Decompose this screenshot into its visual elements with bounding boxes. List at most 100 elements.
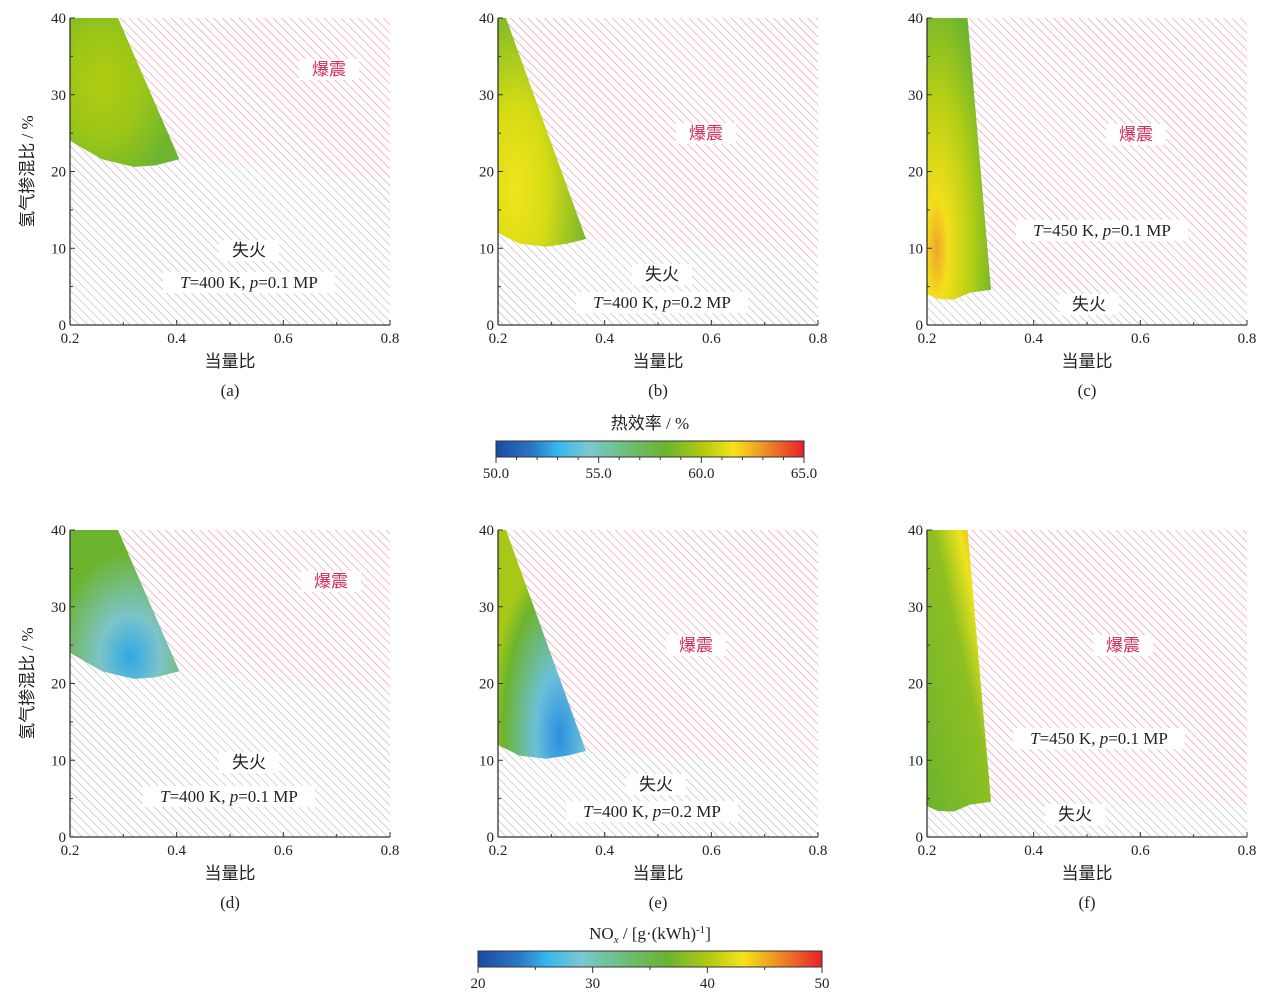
y-tick-label: 40 [479, 523, 494, 539]
condition-p-value: =0.1 MP [258, 273, 318, 292]
y-tick-label: 20 [479, 165, 494, 181]
title-main: NO [589, 924, 614, 943]
condition-p-symbol: p [1102, 221, 1112, 240]
knock-region [118, 530, 390, 692]
x-tick-label: 0.8 [1238, 843, 1257, 859]
y-tick-label: 0 [916, 830, 924, 846]
feasible-contour-region [927, 18, 991, 300]
panel-label: (b) [648, 381, 668, 400]
misfire-label-box [219, 240, 279, 261]
condition-t-symbol: T [160, 787, 171, 806]
x-axis-label: 当量比 [633, 352, 684, 371]
knock-label-box [666, 635, 726, 656]
y-tick-label: 10 [479, 753, 494, 769]
x-tick-label: 0.2 [918, 843, 937, 859]
condition-label-box [163, 272, 335, 293]
condition-p-symbol: p [662, 293, 672, 312]
y-tick-label: 10 [479, 241, 494, 257]
colorbar-tick-label: 20 [471, 976, 486, 992]
colorbar-tick-label: 40 [700, 976, 715, 992]
y-tick-label: 20 [479, 677, 494, 693]
knock-label: 爆震 [1119, 125, 1153, 144]
colorbar-tick-label: 50 [815, 976, 830, 992]
condition-label-box [566, 801, 738, 822]
colorbar-tick-label: 50.0 [483, 466, 509, 482]
colorbar-nox: 20 30 40 50 NOx / [g·(kWh)-1] [471, 924, 830, 992]
x-tick-label: 0.8 [381, 843, 400, 859]
y-tick-label: 10 [908, 241, 923, 257]
knock-region [118, 18, 390, 180]
condition-t-symbol: T [593, 293, 604, 312]
condition-label-box [576, 292, 748, 313]
condition-p-symbol: p [652, 802, 662, 821]
misfire-label: 失火 [232, 753, 266, 772]
y-tick-label: 0 [59, 318, 67, 334]
feasible-contour-region [927, 530, 991, 812]
y-tick-label: 30 [51, 88, 66, 104]
condition-t-value: =400 K, [170, 787, 230, 806]
x-axis-label: 当量比 [1062, 352, 1113, 371]
x-tick-label: 0.8 [809, 843, 828, 859]
title-sup: -1 [696, 924, 705, 936]
y-tick-label: 0 [487, 830, 495, 846]
colorbar-title: NOx / [g·(kWh)-1] [589, 924, 711, 946]
misfire-label: 失火 [1072, 295, 1106, 314]
y-tick-label: 10 [51, 241, 66, 257]
misfire-label-box [626, 774, 686, 795]
misfire-label: 失火 [1058, 805, 1092, 824]
x-tick-label: 0.6 [702, 331, 721, 347]
condition-p-symbol: p [1099, 729, 1109, 748]
x-tick-label: 0.6 [274, 843, 293, 859]
colorbar-tick-label: 65.0 [791, 466, 817, 482]
title-rest: / [g·(kWh) [619, 924, 696, 943]
knock-label-box [301, 571, 361, 592]
condition-label: T=400 K, p=0.2 MP [583, 802, 721, 821]
y-tick-label: 20 [908, 677, 923, 693]
x-tick-label: 0.6 [1131, 331, 1150, 347]
knock-region [967, 18, 1247, 292]
condition-label-box [1013, 728, 1185, 749]
panel-a: 0 10 20 30 40 0.2 0.4 0.6 0.8 当量比 (a) 氢气掺混比 / % 爆震失火… [18, 11, 399, 400]
knock-region [506, 18, 818, 256]
x-axis-label: 当量比 [205, 864, 256, 883]
knock-label: 爆震 [679, 636, 713, 655]
y-tick-label: 40 [908, 523, 923, 539]
panel-label: (e) [649, 893, 668, 912]
condition-t-value: =400 K, [190, 273, 250, 292]
condition-t-value: =450 K, [1043, 221, 1103, 240]
condition-label: T=450 K, p=0.1 MP [1033, 221, 1171, 240]
condition-label-box [143, 786, 315, 807]
condition-p-value: =0.2 MP [661, 802, 721, 821]
feasible-contour-region [498, 530, 586, 759]
feasible-contour-region [498, 18, 586, 247]
misfire-label-box [219, 752, 279, 773]
condition-t-symbol: T [180, 273, 191, 292]
x-tick-label: 0.6 [1131, 843, 1150, 859]
x-tick-label: 0.2 [918, 331, 937, 347]
condition-label: T=400 K, p=0.2 MP [593, 293, 731, 312]
misfire-label: 失火 [639, 775, 673, 794]
condition-t-value: =450 K, [1040, 729, 1100, 748]
y-tick-label: 0 [59, 830, 67, 846]
x-axis-label: 当量比 [1062, 864, 1113, 883]
y-tick-label: 40 [51, 523, 66, 539]
x-tick-label: 0.8 [381, 331, 400, 347]
condition-t-value: =400 K, [593, 802, 653, 821]
y-tick-label: 10 [51, 753, 66, 769]
knock-region [506, 530, 818, 768]
y-tick-label: 0 [487, 318, 495, 334]
condition-label-box [1016, 220, 1188, 241]
knock-label-box [1093, 635, 1153, 656]
colorbar-gradient [495, 440, 805, 458]
feasible-contour-region [70, 530, 180, 679]
y-tick-label: 40 [51, 11, 66, 27]
colorbar-gradient [477, 950, 823, 968]
x-tick-label: 0.4 [167, 843, 186, 859]
x-axis-label: 当量比 [205, 352, 256, 371]
x-tick-label: 0.4 [595, 843, 614, 859]
condition-label: T=450 K, p=0.1 MP [1030, 729, 1168, 748]
condition-label: T=400 K, p=0.1 MP [180, 273, 318, 292]
colorbar-tick-label: 60.0 [688, 466, 714, 482]
